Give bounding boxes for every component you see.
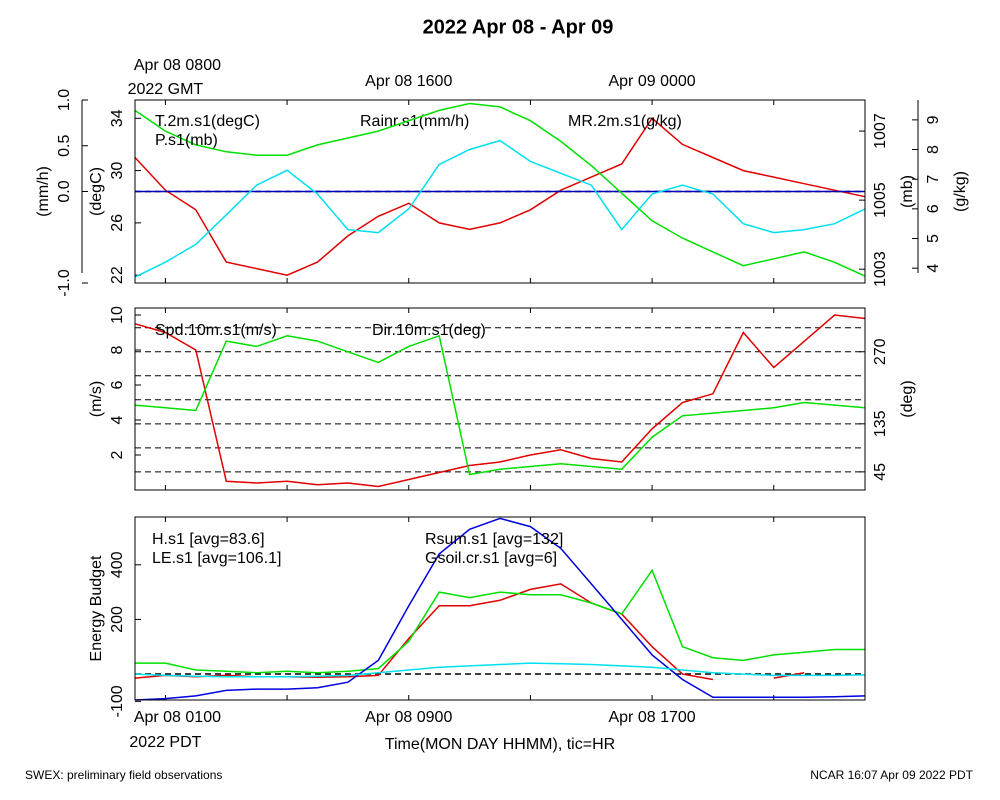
y-tick-label: 400	[109, 551, 126, 578]
y-tick-label: 4	[925, 264, 942, 273]
y-tick-label: 0.5	[56, 135, 73, 157]
y-tick-label: 8	[925, 145, 942, 154]
y-axis-label: (g/kg)	[952, 171, 969, 212]
x-tick-label: Apr 08 0100	[134, 709, 221, 726]
series-line	[134, 334, 866, 476]
legend-label: P.s1(mb)	[155, 132, 218, 149]
footer-right: NCAR 16:07 Apr 09 2022 PDT	[810, 768, 973, 782]
y-tick-label: 135	[872, 410, 889, 437]
legend-label: Spd.10m.s1(m/s)	[155, 322, 277, 339]
footer-left: SWEX: preliminary field observations	[25, 768, 222, 782]
x-tick-note: 2022 PDT	[129, 734, 201, 751]
y-tick-label: 2	[109, 450, 126, 459]
y-tick-label: 200	[109, 606, 126, 633]
y-tick-label: 270	[872, 338, 889, 365]
y-axis-label: (mb)	[899, 175, 916, 208]
legend-label: Rainr.s1(mm/h)	[360, 113, 469, 130]
x-tick-label: Apr 08 0800	[134, 57, 221, 74]
y-axis-label: (m/s)	[88, 381, 105, 417]
plot-frame	[134, 99, 866, 284]
y-tick-label: 8	[109, 345, 126, 354]
series-line	[134, 139, 866, 278]
series-line	[134, 102, 866, 277]
plot-frame	[134, 307, 866, 491]
y-tick-label: 26	[109, 214, 126, 232]
y-tick-label: 6	[925, 204, 942, 213]
y-axis-label: (deg)	[899, 380, 916, 417]
series-line	[134, 517, 866, 701]
plot-frame	[134, 516, 866, 701]
y-axis-label: (mm/h)	[35, 166, 52, 217]
legend-label: MR.2m.s1(g/kg)	[568, 113, 682, 130]
y-tick-label: 10	[109, 306, 126, 324]
y-tick-label: -100	[109, 685, 126, 717]
y-tick-label: 30	[109, 162, 126, 180]
y-tick-label: 4	[109, 415, 126, 424]
series-line	[134, 117, 866, 276]
y-tick-label: 1003	[872, 251, 889, 287]
x-tick-label: Apr 09 0000	[608, 73, 695, 90]
series-line	[134, 314, 866, 488]
legend-label: Rsum.s1 [avg=132]	[425, 531, 563, 548]
legend-label: H.s1 [avg=83.6]	[152, 531, 265, 548]
legend-label: LE.s1 [avg=106.1]	[152, 550, 281, 567]
y-tick-label: -1.0	[56, 269, 73, 297]
x-tick-label: Apr 08 0900	[365, 709, 452, 726]
legend-label: Dir.10m.s1(deg)	[372, 322, 486, 339]
y-tick-label: 0.0	[56, 180, 73, 202]
chart-title: 2022 Apr 08 - Apr 09	[423, 16, 614, 38]
y-tick-label: 34	[109, 109, 126, 127]
legend-label: T.2m.s1(degC)	[155, 113, 260, 130]
series-line	[135, 568, 865, 674]
y-tick-label: 7	[925, 175, 942, 184]
y-tick-label: 6	[109, 380, 126, 389]
x-axis-label: Time(MON DAY HHMM), tic=HR	[385, 736, 615, 753]
y-tick-label: 45	[872, 463, 889, 481]
y-tick-label: 9	[925, 115, 942, 124]
series-line	[134, 662, 866, 678]
legend-label: Gsoil.cr.s1 [avg=6]	[425, 550, 557, 567]
y-tick-label: 1007	[872, 113, 889, 149]
y-tick-label: 22	[109, 266, 126, 284]
x-tick-note: 2022 GMT	[128, 81, 204, 98]
y-tick-label: 1.0	[56, 89, 73, 111]
y-axis-label: Energy Budget	[88, 555, 105, 661]
x-tick-label: Apr 08 1600	[365, 73, 452, 90]
y-axis-label: (degC)	[88, 167, 105, 216]
x-tick-label: Apr 08 1700	[608, 709, 695, 726]
y-tick-label: 5	[925, 234, 942, 243]
y-tick-label: 1005	[872, 182, 889, 218]
